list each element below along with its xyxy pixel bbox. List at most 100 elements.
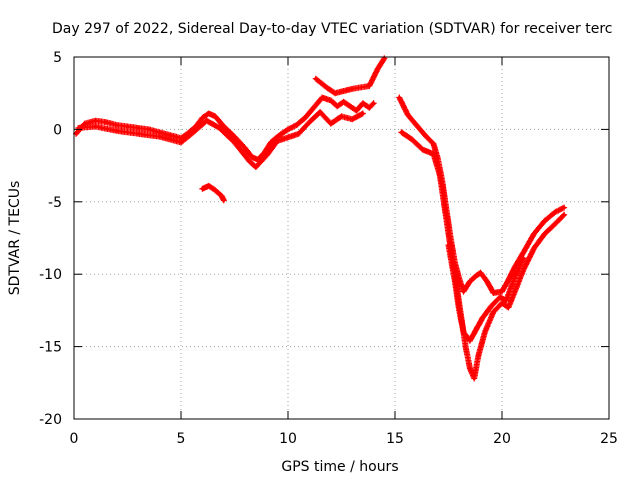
- y-tick-labels: 5 0 -5 -10 -15 -20: [39, 50, 62, 428]
- x-tick-label: 20: [493, 431, 511, 447]
- data-point: [93, 119, 97, 123]
- data-point: [329, 98, 333, 103]
- data-point: [513, 289, 517, 294]
- data-point: [474, 274, 478, 278]
- data-point: [200, 187, 204, 191]
- series-decline-trace-c: [445, 242, 527, 344]
- data-point: [468, 339, 472, 343]
- data-point: [457, 308, 461, 312]
- series-main-trace: [73, 94, 377, 163]
- data-point: [93, 124, 97, 129]
- data-point: [498, 295, 502, 299]
- data-point: [222, 124, 226, 129]
- data-point: [513, 275, 517, 279]
- data-point: [491, 310, 496, 314]
- data-point: [562, 205, 566, 210]
- data-point: [207, 184, 211, 188]
- series-small-segment: [199, 182, 227, 204]
- data-point: [205, 119, 209, 123]
- data-point: [168, 133, 172, 137]
- data-point: [350, 87, 354, 91]
- y-tick-label: -5: [48, 195, 62, 211]
- y-tick-label: 5: [53, 50, 62, 66]
- data-point: [350, 117, 354, 121]
- data-point: [333, 91, 337, 95]
- data-point: [367, 84, 371, 88]
- data-point: [506, 305, 511, 310]
- data-point: [286, 127, 290, 131]
- y-tick-label: 0: [53, 122, 62, 138]
- plot-data: [73, 55, 568, 382]
- data-point: [136, 126, 140, 130]
- x-tick-label: 25: [600, 431, 618, 447]
- series-main-trace-offset: [75, 109, 366, 170]
- data-point: [329, 122, 333, 126]
- data-point: [414, 123, 418, 127]
- data-point: [277, 133, 282, 137]
- series-decline-trace-b: [398, 129, 568, 382]
- data-point: [158, 135, 162, 139]
- data-point: [474, 327, 478, 331]
- data-point: [553, 221, 558, 226]
- data-point: [232, 140, 237, 145]
- data-point: [553, 210, 558, 214]
- data-point: [314, 77, 318, 81]
- data-point: [431, 142, 436, 146]
- series-markers: [75, 109, 366, 170]
- data-point: [500, 301, 504, 305]
- data-point: [158, 130, 162, 134]
- x-axis-label: GPS time / hours: [281, 459, 398, 475]
- data-point: [318, 110, 322, 114]
- data-point: [303, 116, 307, 120]
- data-point: [532, 232, 536, 236]
- data-point: [372, 101, 376, 105]
- series-markers: [398, 129, 568, 382]
- data-point: [506, 278, 511, 282]
- data-point: [115, 129, 119, 133]
- data-point: [421, 148, 425, 152]
- data-point: [220, 194, 224, 198]
- x-tick-labels: 0 5 10 15 20 25: [70, 431, 618, 447]
- data-point: [513, 265, 517, 269]
- data-point: [339, 114, 344, 118]
- data-point: [481, 316, 485, 320]
- data-point: [461, 330, 466, 334]
- data-point: [348, 104, 352, 108]
- y-axis-label: SDTVAR / TECUs: [7, 181, 23, 296]
- data-point: [543, 232, 547, 236]
- ticks: [73, 56, 610, 420]
- series-decline-trace-a: [396, 94, 568, 296]
- data-point: [406, 113, 410, 117]
- data-point: [479, 271, 483, 275]
- data-point: [254, 165, 258, 169]
- data-point: [115, 123, 119, 127]
- data-point: [367, 106, 371, 110]
- data-point: [247, 159, 252, 163]
- data-point: [500, 289, 504, 294]
- series-markers: [312, 55, 388, 97]
- data-point: [438, 174, 442, 178]
- x-tick-label: 0: [70, 431, 79, 447]
- data-point: [446, 232, 451, 236]
- data-point: [294, 123, 299, 127]
- data-point: [453, 279, 457, 284]
- data-point: [275, 139, 279, 143]
- data-point: [265, 153, 269, 158]
- data-point: [217, 126, 222, 130]
- data-point: [399, 130, 404, 134]
- data-point: [307, 120, 311, 124]
- y-tick-label: -20: [39, 412, 62, 428]
- data-point: [489, 304, 493, 308]
- data-point: [297, 132, 301, 136]
- data-point: [222, 198, 226, 202]
- series-peak-segment: [312, 55, 388, 97]
- data-point: [461, 289, 466, 294]
- data-point: [213, 188, 217, 192]
- data-point: [491, 291, 496, 295]
- data-point: [376, 66, 380, 71]
- data-point: [521, 256, 526, 260]
- y-tick-label: -15: [39, 340, 62, 356]
- chart-title: Day 297 of 2022, Sidereal Day-to-day VTE…: [52, 21, 612, 37]
- data-point: [232, 135, 237, 139]
